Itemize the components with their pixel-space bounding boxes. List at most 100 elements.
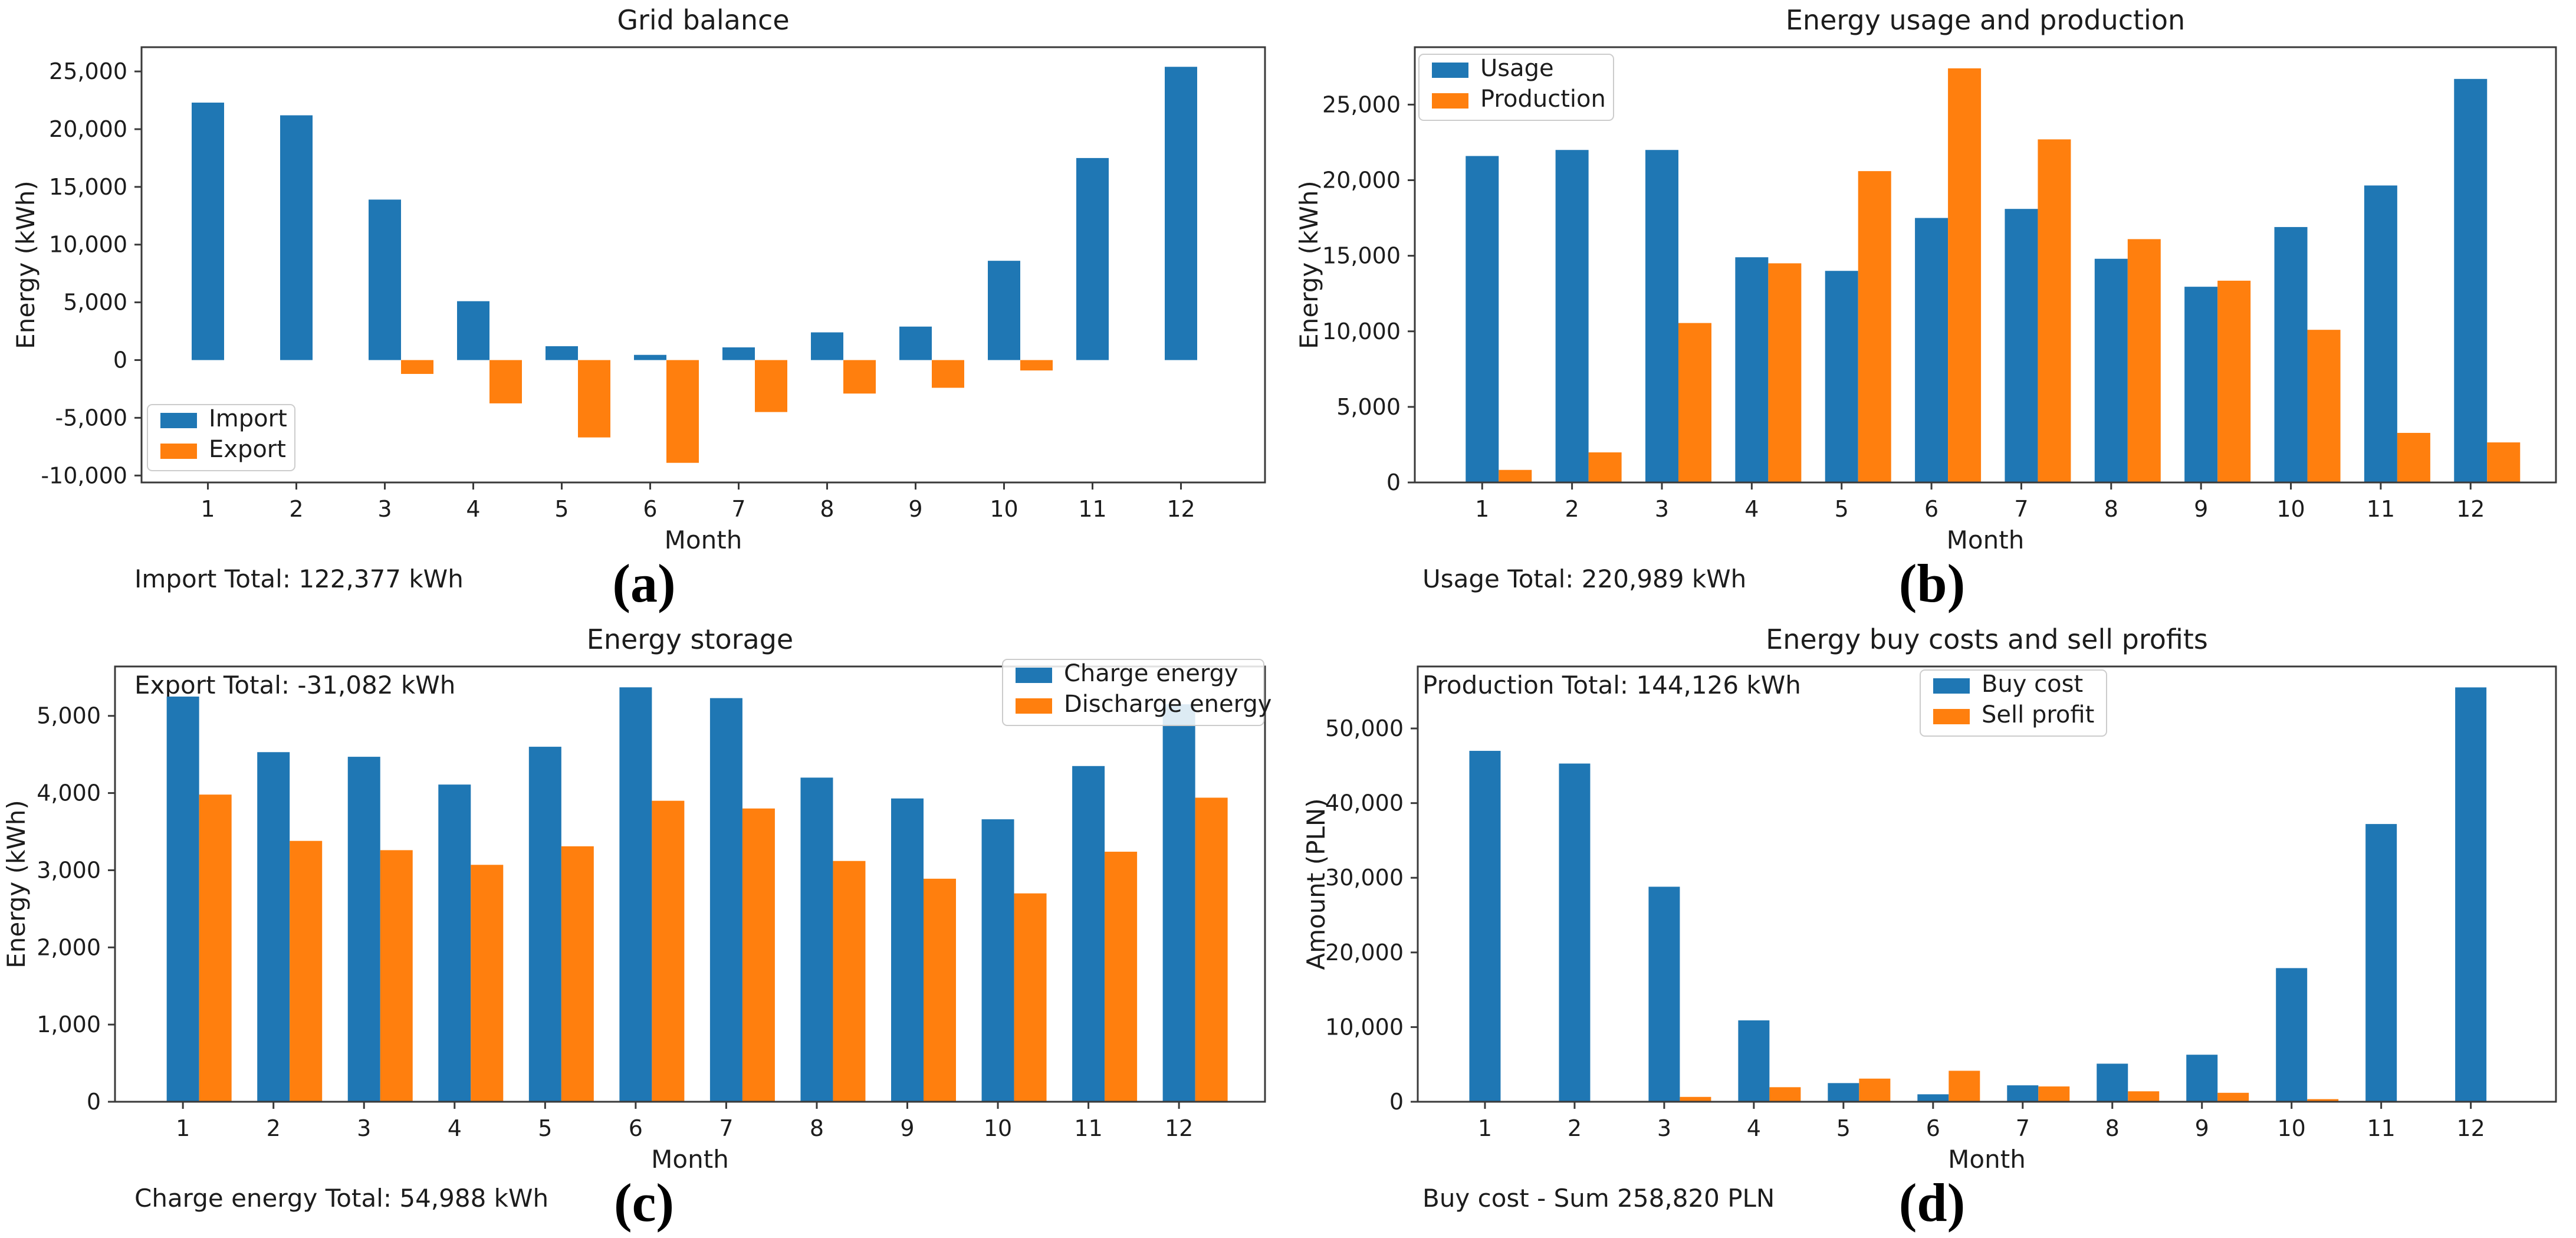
panel-energy-usage-production: 0 5,000 10,000 15,000 20,000 25,000 1 2 3 4 5 6 7 8 9 1… [1288,0,2576,700]
bar-charge-energy-7 [709,698,742,1102]
x-tick-label: 12 [1165,1115,1193,1141]
legend-swatch-usage [1432,63,1468,78]
y-tick-label: 30,000 [1325,865,1404,891]
caption-d: (d) [1898,1173,1966,1233]
y-tick-label: 10,000 [1325,1014,1404,1040]
y-tick-label: 4,000 [37,780,101,806]
totals-annotation: Usage Total: 220,989 kWh Production Tota… [1422,491,1801,774]
bar-buy-cost-2 [1559,763,1591,1102]
legend-label-sell-profit: Sell profit [1982,701,2094,728]
bar-charge-energy-10 [981,819,1014,1102]
x-tick-label: 9 [2195,1115,2209,1141]
bar-usage-2 [1555,150,1589,482]
caption-b: (b) [1898,553,1966,613]
y-tick-label: 0 [1389,1089,1404,1115]
series-export [401,360,1053,463]
bar-import-8 [811,332,843,360]
bar-charge-energy-11 [1072,766,1105,1102]
bar-production-10 [2307,330,2341,482]
bar-buy-cost-12 [2455,687,2487,1102]
y-tick-label: 5,000 [1336,394,1401,420]
total-line-production: Production Total: 144,126 kWh [1422,671,1801,700]
x-tick-label: 6 [643,496,657,522]
x-tick-label: 2 [1565,496,1579,522]
x-tick-label: 3 [1657,1115,1671,1141]
bar-sell-profit-10 [2307,1099,2339,1102]
bar-buy-cost-3 [1648,886,1680,1102]
caption-a: (a) [612,553,676,613]
bar-production-9 [2217,280,2251,482]
legend-label-buy-cost: Buy cost [1982,671,2083,698]
legend: Import Export [147,404,295,471]
chart-title: Energy storage [587,623,793,655]
panel-grid-balance: -10,000 -5,000 0 5,000 10,000 15,000 20,000 25,… [0,0,1288,700]
caption-c: (c) [613,1173,675,1233]
totals-annotation: Import Total: 122,377 kWh Export Total: … [134,491,464,774]
bar-import-6 [634,354,666,360]
x-tick-label: 4 [466,496,480,522]
y-tick-label: -5,000 [55,405,128,431]
legend-swatch-discharge-energy [1016,698,1052,714]
x-tick-label: 7 [2014,496,2028,522]
bar-charge-energy-6 [619,687,652,1102]
panel-energy-storage: 0 1,000 2,000 3,000 4,000 5,000 1 2 3 4 5 6 7 8 9 10 11 1… [0,619,1288,1238]
bar-export-7 [755,360,787,412]
bar-buy-cost-11 [2365,824,2397,1102]
x-tick-label: 5 [538,1115,552,1141]
bar-charge-energy-3 [347,757,380,1102]
x-tick-label: 4 [1747,1115,1761,1141]
legend-label-production: Production [1480,86,1606,113]
bar-usage-11 [2364,185,2397,482]
bar-discharge-energy-5 [561,846,594,1102]
bar-discharge-energy-4 [471,865,504,1102]
y-tick-label: 0 [1386,469,1401,495]
bar-production-8 [2127,239,2161,482]
bar-production-4 [1768,263,1802,482]
bar-charge-energy-12 [1162,704,1195,1102]
bar-import-7 [722,347,755,360]
x-tick-label: 6 [1926,1115,1940,1141]
legend-swatch-export [160,444,197,459]
bar-export-5 [578,360,610,438]
axes-frame [1417,665,2557,1103]
bar-buy-cost-1 [1469,751,1501,1102]
totals-annotation: Buy cost - Sum 258,820 PLN Sell profit -… [1422,1110,1782,1238]
y-tick-label: 0 [87,1089,101,1115]
x-axis-label: Month [1947,526,2025,551]
series-usage [1466,78,2488,482]
bar-charge-energy-1 [166,697,199,1102]
bar-buy-cost-7 [2007,1085,2039,1102]
y-tick-label: 0 [113,347,127,373]
y-tick-label: 20,000 [1322,168,1401,193]
legend-swatch-sell-profit [1933,709,1970,724]
bar-discharge-energy-11 [1105,852,1138,1102]
bar-usage-1 [1466,156,1499,482]
y-axis-label: Energy (kWh) [1294,180,1323,349]
bar-export-4 [489,360,522,403]
y-axis-label: Energy (kWh) [2,800,31,968]
bar-discharge-energy-3 [380,850,413,1102]
bar-usage-3 [1645,150,1678,482]
y-tick-label: 25,000 [49,58,127,84]
legend: Charge energy Discharge energy [1002,659,1271,726]
bar-production-11 [2397,432,2430,482]
y-tick-label: 5,000 [63,290,127,316]
series-discharge-energy [199,794,1228,1102]
bar-usage-9 [2184,287,2218,482]
bar-import-2 [280,115,313,360]
bar-discharge-energy-10 [1014,893,1047,1102]
x-tick-label: 3 [377,496,392,522]
x-tick-label: 11 [2367,496,2395,522]
x-tick-label: 1 [201,496,215,522]
bar-buy-cost-5 [1828,1083,1859,1102]
x-tick-label: 10 [984,1115,1012,1141]
x-tick-label: 1 [1478,1115,1492,1141]
axes-frame [140,46,1266,484]
x-axis-label: Month [1948,1145,2026,1171]
bar-sell-profit-9 [2217,1092,2249,1102]
x-tick-label: 6 [629,1115,643,1141]
panel-buy-costs-sell-profits: 0 10,000 20,000 30,000 40,000 50,000 1 2 3 4 5 6 7 8 9… [1288,619,2576,1238]
bar-import-4 [457,301,489,360]
